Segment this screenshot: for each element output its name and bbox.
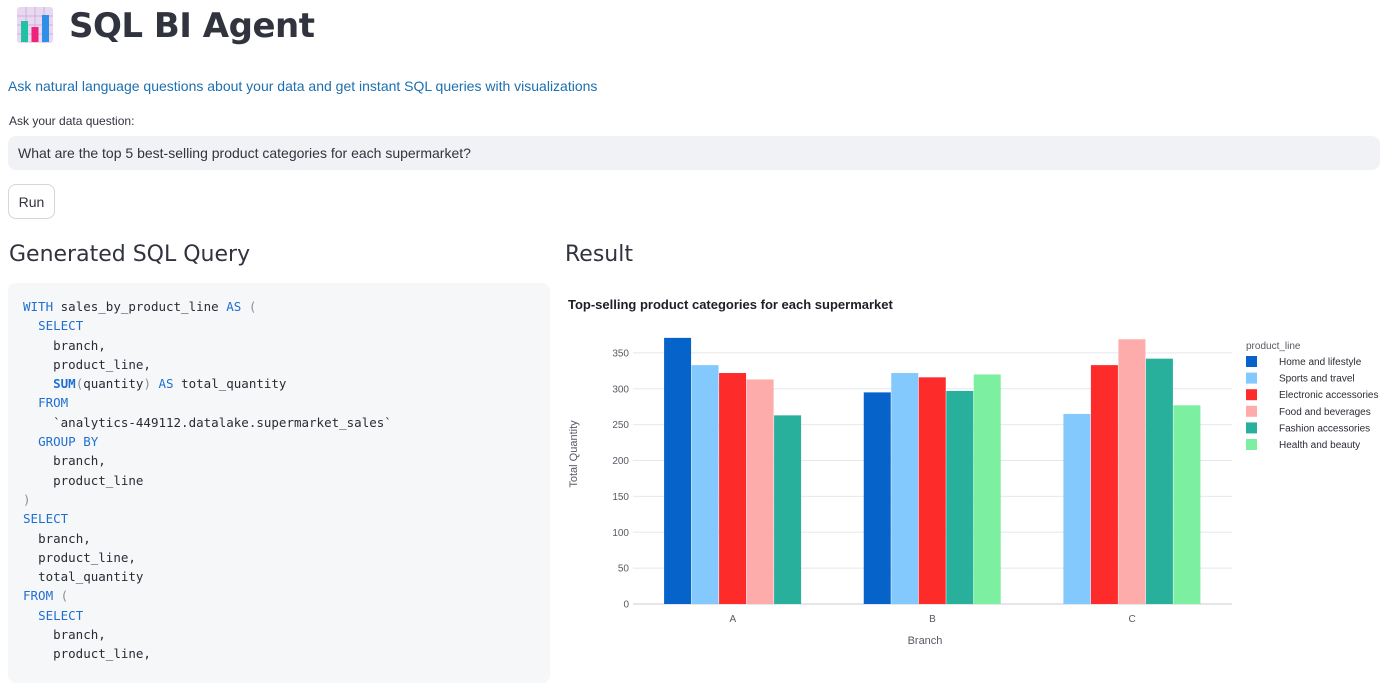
y-tick-label: 200 [612, 456, 629, 467]
legend-item: Health and beauty [1279, 440, 1360, 451]
run-button[interactable]: Run [8, 184, 55, 219]
sql-code-line: SUM(quantity) AS total_quantity [53, 376, 287, 392]
sql-section-title: Generated SQL Query [9, 242, 251, 267]
chart-title: Top-selling product categories for each … [568, 297, 894, 312]
sql-code-line: WITH sales_by_product_line AS ( [23, 299, 257, 314]
x-tick-label: C [1129, 614, 1136, 625]
sql-code-line: SELECT [38, 607, 84, 623]
sql-code-line: ) [23, 491, 31, 507]
y-tick-label: 250 [612, 420, 629, 431]
bar-c-food-and-beverages [1118, 339, 1146, 604]
y-tick-label: 0 [623, 600, 629, 611]
legend-item: Sports and travel [1279, 374, 1355, 385]
result-section-title: Result [565, 242, 633, 267]
sql-code-line: product_line [53, 472, 144, 488]
sql-code-line: `analytics-449112.datalake.supermarket_s… [23, 414, 392, 430]
bar-b-home-and-lifestyle [863, 392, 891, 604]
bar-c-fashion-accessories [1145, 358, 1173, 604]
sql-code-line: product_line, [53, 356, 151, 372]
y-tick-label: 100 [612, 528, 629, 539]
sql-code-line: product_line, [38, 549, 136, 565]
sql-code-block[interactable]: WITH sales_by_product_line AS ( SELECT b… [8, 283, 550, 683]
legend-swatch [1246, 389, 1257, 401]
bar-a-electronic-accessories [719, 373, 747, 604]
y-tick-label: 300 [612, 384, 629, 395]
bar-c-sports-and-travel [1063, 413, 1091, 604]
app-subtitle: Ask natural language questions about you… [8, 78, 598, 94]
sql-code-line: SELECT [23, 511, 69, 527]
app-title: SQL BI Agent [69, 6, 315, 46]
bar-c-electronic-accessories [1090, 365, 1118, 604]
y-tick-label: 50 [618, 564, 630, 575]
chart-legend: product_line Home and lifestyle Sports an… [1246, 341, 1378, 451]
legend-item: Electronic accessories [1279, 390, 1378, 401]
bar-a-home-and-lifestyle [664, 337, 692, 604]
sql-code-line: branch, [38, 530, 91, 546]
bar-a-food-and-beverages [746, 379, 774, 604]
y-tick-label: 150 [612, 492, 629, 503]
sql-code-line: total_quantity [38, 569, 144, 585]
question-label: Ask your data question: [9, 114, 135, 128]
x-tick-label: A [729, 614, 736, 625]
bar-b-health-and-beauty [973, 374, 1001, 604]
legend-swatch [1246, 372, 1257, 384]
sql-code-line: SELECT [38, 318, 84, 334]
y-tick-label: 350 [612, 348, 629, 359]
legend-swatch [1246, 356, 1257, 367]
chart-y-axis-label: Total Quantity [568, 420, 580, 488]
question-input[interactable] [8, 136, 1380, 170]
chart-x-ticks: A B C [729, 614, 1135, 625]
legend-item: Home and lifestyle [1279, 357, 1362, 368]
sql-code-line: FROM ( [23, 588, 69, 604]
sql-code-line: branch, [53, 337, 106, 353]
legend-swatch [1246, 405, 1257, 417]
chart-x-axis-label: Branch [908, 635, 943, 647]
sql-code-line: FROM [38, 395, 69, 411]
x-tick-label: B [929, 614, 936, 625]
bar-b-sports-and-travel [891, 373, 919, 604]
sql-code-lines: WITH sales_by_product_line AS ( SELECT b… [23, 297, 550, 664]
bar-c-health-and-beauty [1173, 405, 1201, 604]
sql-code-line: product_line, [53, 646, 151, 662]
legend-swatch [1246, 422, 1257, 434]
result-bar-chart[interactable]: Top-selling product categories for each … [560, 290, 1390, 660]
bar-b-electronic-accessories [918, 377, 946, 604]
bar-chart-icon [17, 7, 53, 43]
bar-a-fashion-accessories [774, 415, 802, 604]
legend-swatch [1246, 439, 1257, 450]
bar-a-sports-and-travel [691, 365, 719, 604]
legend-item: Food and beverages [1279, 407, 1371, 418]
chart-bars [664, 337, 1201, 604]
legend-item: Fashion accessories [1279, 423, 1370, 434]
legend-title: product_line [1246, 341, 1301, 352]
chart-y-ticks: 0 50 100 150 200 250 300 350 [612, 348, 629, 610]
sql-code-line: branch, [53, 453, 106, 469]
sql-code-line: branch, [53, 627, 106, 643]
sql-code-line: GROUP BY [38, 434, 99, 450]
bar-b-fashion-accessories [946, 390, 974, 604]
